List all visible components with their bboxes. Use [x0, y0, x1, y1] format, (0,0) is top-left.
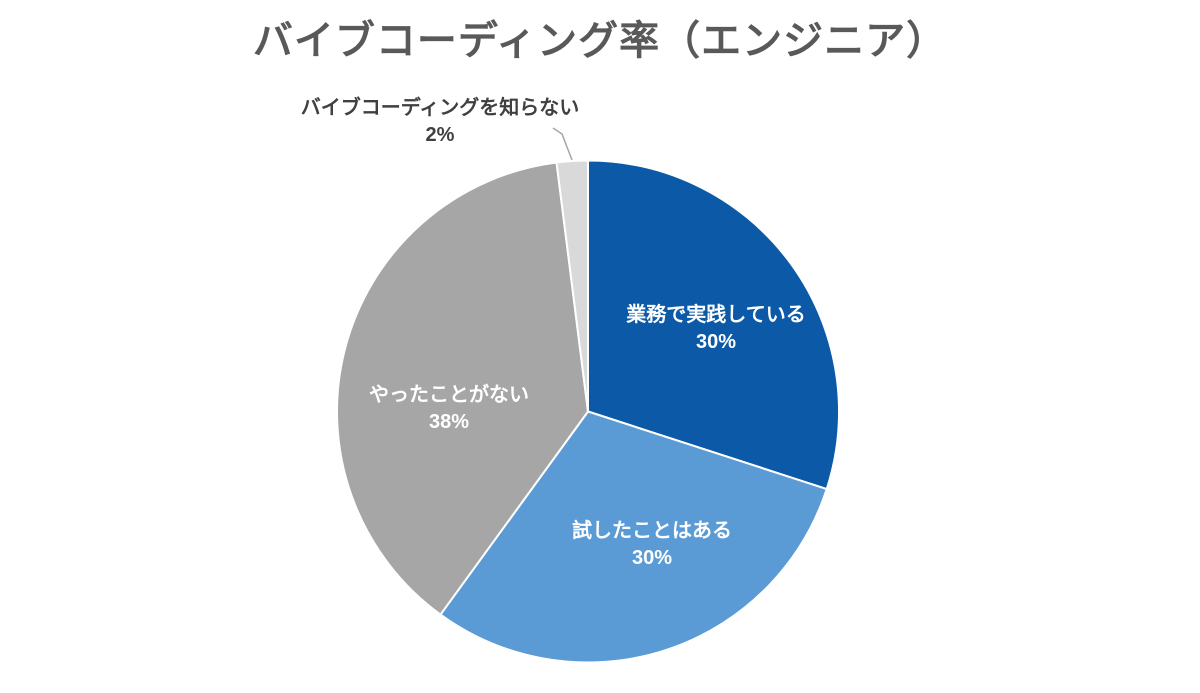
pie-slice-2 — [336, 161, 589, 616]
data-label-slice-3: バイブコーディングを知らない 2% — [301, 95, 580, 149]
pie-slice-1 — [439, 410, 828, 664]
pie-slice-0 — [587, 159, 841, 491]
data-label-category: 業務で実践している — [626, 304, 806, 326]
data-label-percentage: 30% — [631, 547, 673, 569]
data-label-slice-0: 業務で実践している 30% — [626, 302, 805, 356]
data-label-category: 試したことはある — [572, 520, 732, 542]
leader-line — [552, 127, 573, 161]
chart-title: バイブコーディング率（エンジニア） — [252, 19, 948, 63]
data-label-slice-2: やったことがない 38% — [369, 382, 529, 436]
data-label-category: バイブコーディングを知らない — [300, 97, 580, 119]
data-label-category: やったことがない — [369, 384, 529, 406]
pie-slice-3 — [555, 159, 589, 413]
data-label-percentage: 38% — [428, 411, 470, 433]
data-label-percentage: 2% — [425, 124, 455, 146]
data-label-slice-1: 試したことはある 30% — [572, 518, 732, 572]
data-label-percentage: 30% — [695, 331, 737, 353]
